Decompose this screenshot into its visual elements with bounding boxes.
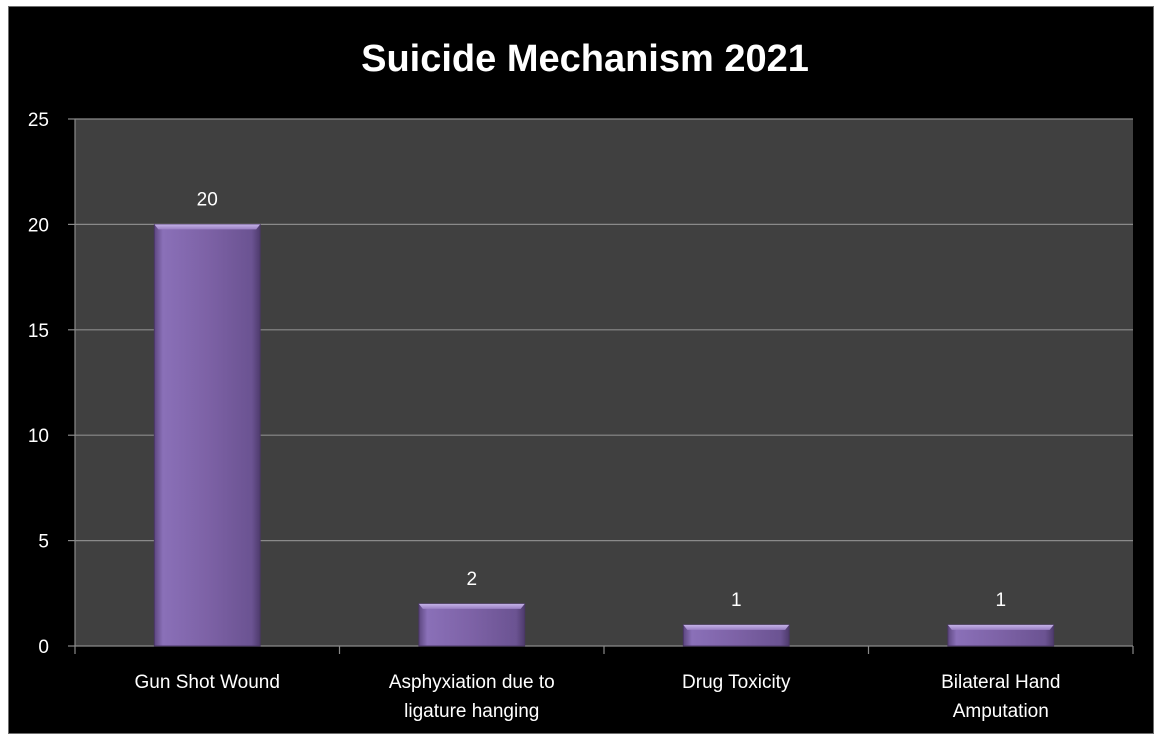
y-tick-label: 0 <box>38 637 49 658</box>
labels: 0 5 10 15 20 25 20 Gun Shot Wound 2 Asphyxiation … <box>28 110 1061 722</box>
y-tick-label: 10 <box>28 426 49 447</box>
data-label: 2 <box>466 569 477 590</box>
category-label: Asphyxiation due to ligature hanging <box>389 672 555 722</box>
bar-bevel <box>154 224 261 230</box>
bar-bevel <box>683 624 790 630</box>
bar-bevel <box>418 603 525 609</box>
category-label-line: Drug Toxicity <box>682 672 791 693</box>
data-label: 20 <box>197 189 218 210</box>
category-label-line: Amputation <box>953 701 1049 722</box>
category-label: Bilateral Hand Amputation <box>941 672 1060 722</box>
bars <box>153 223 1055 647</box>
category-label-line: ligature hanging <box>404 701 539 722</box>
y-tick-label: 5 <box>38 532 49 553</box>
category-label-line: Asphyxiation due to <box>389 672 555 693</box>
bar-bevel <box>947 624 1054 630</box>
data-label: 1 <box>731 590 742 611</box>
y-tick-label: 25 <box>28 110 49 131</box>
y-tick-label: 20 <box>28 215 49 236</box>
category-label-line: Gun Shot Wound <box>135 672 280 693</box>
data-label: 1 <box>995 590 1006 611</box>
bar <box>153 223 261 647</box>
bar <box>418 603 526 647</box>
category-label: Drug Toxicity <box>682 672 791 693</box>
chart-title: Suicide Mechanism 2021 <box>361 38 809 80</box>
y-tick-label: 15 <box>28 321 49 342</box>
category-label-line: Bilateral Hand <box>941 672 1060 693</box>
category-label: Gun Shot Wound <box>135 672 280 693</box>
